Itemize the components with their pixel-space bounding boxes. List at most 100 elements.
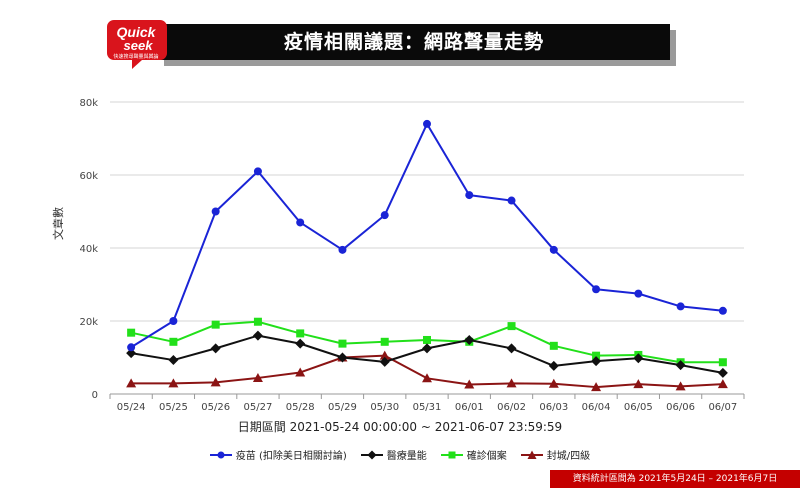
data-point — [592, 351, 601, 360]
x-tick-label: 05/24 — [117, 402, 146, 413]
x-tick-label: 05/27 — [244, 402, 273, 413]
data-point — [127, 343, 136, 352]
data-point — [675, 381, 686, 391]
legend-label: 封城/四級 — [546, 451, 591, 462]
data-point — [295, 338, 306, 349]
x-tick-label: 06/04 — [582, 402, 611, 413]
data-point — [380, 211, 389, 220]
y-axis-title: 文章數 — [52, 207, 65, 240]
data-point — [675, 360, 686, 371]
data-point — [253, 167, 262, 176]
data-point — [717, 367, 728, 378]
x-tick-label: 05/31 — [413, 402, 442, 413]
data-point — [634, 289, 643, 298]
svg-text:seek: seek — [124, 38, 154, 53]
legend-item[interactable]: 醫療量能 — [360, 447, 427, 462]
quickseek-logo: Quick seek 快速搜尋聲量與輿論 — [107, 20, 167, 69]
data-point — [548, 360, 559, 371]
legend-label: 醫療量能 — [386, 451, 427, 462]
data-point — [718, 306, 727, 315]
data-point — [464, 379, 475, 389]
data-point — [126, 378, 137, 388]
y-tick-label: 20k — [79, 317, 98, 328]
data-point — [210, 377, 221, 387]
y-tick-label: 80k — [79, 98, 98, 109]
data-point — [591, 382, 602, 392]
legend-label: 確診個案 — [466, 451, 507, 462]
legend-label: 疫苗 (扣除美日相關討論) — [235, 451, 347, 462]
chart-legend: 疫苗 (扣除美日相關討論) 醫療量能 確診個案 封城/四級 — [0, 447, 800, 462]
data-point — [296, 218, 305, 227]
legend-item[interactable]: 確診個案 — [440, 447, 507, 462]
x-tick-label: 05/28 — [286, 402, 315, 413]
chart-title: 疫情相關議題：網路聲量走勢 — [158, 24, 670, 60]
data-point — [252, 330, 263, 341]
data-point — [338, 245, 347, 254]
legend-swatch-icon — [360, 450, 383, 459]
data-point — [592, 285, 601, 294]
data-point — [253, 317, 262, 326]
svg-text:Quick: Quick — [117, 24, 157, 40]
data-point — [591, 356, 602, 367]
data-point — [718, 358, 727, 367]
x-tick-label: 05/25 — [159, 402, 188, 413]
footer-note: 資料統計區間為 2021年5月24日 – 2021年6月7日 — [550, 470, 800, 488]
data-point — [379, 350, 390, 360]
data-point — [379, 356, 390, 367]
svg-text:快速搜尋聲量與輿論: 快速搜尋聲量與輿論 — [113, 53, 158, 60]
x-tick-label: 06/05 — [624, 402, 653, 413]
y-tick-label: 0 — [92, 390, 98, 401]
series-line — [130, 122, 723, 349]
x-axis-title: 日期區間 2021-05-24 00:00:00 ~ 2021-06-07 23… — [237, 420, 563, 434]
x-tick-label: 06/02 — [497, 402, 526, 413]
data-point — [464, 334, 475, 345]
data-point — [548, 378, 559, 388]
x-tick-label: 05/30 — [370, 402, 399, 413]
data-point — [168, 378, 179, 388]
legend-item[interactable]: 疫苗 (扣除美日相關討論) — [209, 447, 347, 462]
y-tick-label: 60k — [79, 171, 98, 182]
data-point — [296, 329, 305, 338]
data-point — [338, 339, 347, 348]
legend-item[interactable]: 封城/四級 — [520, 447, 591, 462]
data-point — [168, 355, 179, 366]
data-point — [633, 379, 644, 389]
data-point — [676, 302, 685, 311]
data-point — [380, 337, 389, 346]
data-point — [252, 372, 263, 382]
x-tick-label: 06/03 — [539, 402, 568, 413]
data-point — [549, 245, 558, 254]
data-point — [507, 322, 516, 331]
legend-swatch-icon — [520, 450, 543, 459]
data-point — [337, 352, 348, 363]
data-point — [127, 328, 136, 337]
data-point — [465, 191, 474, 200]
data-point — [422, 343, 432, 354]
data-point — [210, 343, 221, 354]
data-point — [507, 196, 516, 205]
data-point — [169, 317, 178, 325]
legend-swatch-icon — [209, 451, 232, 458]
data-point — [211, 320, 220, 329]
y-tick-label: 40k — [79, 244, 98, 255]
data-point — [422, 373, 432, 383]
data-point — [423, 119, 431, 128]
legend-swatch-icon — [440, 451, 463, 458]
data-point — [549, 341, 558, 350]
series-line — [131, 354, 723, 389]
x-tick-label: 05/26 — [201, 402, 230, 413]
data-point — [506, 378, 517, 388]
x-tick-label: 05/29 — [328, 402, 357, 413]
data-point — [295, 367, 306, 377]
data-point — [169, 337, 178, 346]
data-point — [211, 207, 220, 216]
data-point — [506, 343, 517, 354]
data-point — [423, 335, 431, 344]
x-tick-label: 06/01 — [455, 402, 484, 413]
x-tick-label: 06/07 — [708, 402, 737, 413]
data-point — [633, 353, 644, 364]
data-point — [126, 348, 137, 359]
x-tick-label: 06/06 — [666, 402, 695, 413]
